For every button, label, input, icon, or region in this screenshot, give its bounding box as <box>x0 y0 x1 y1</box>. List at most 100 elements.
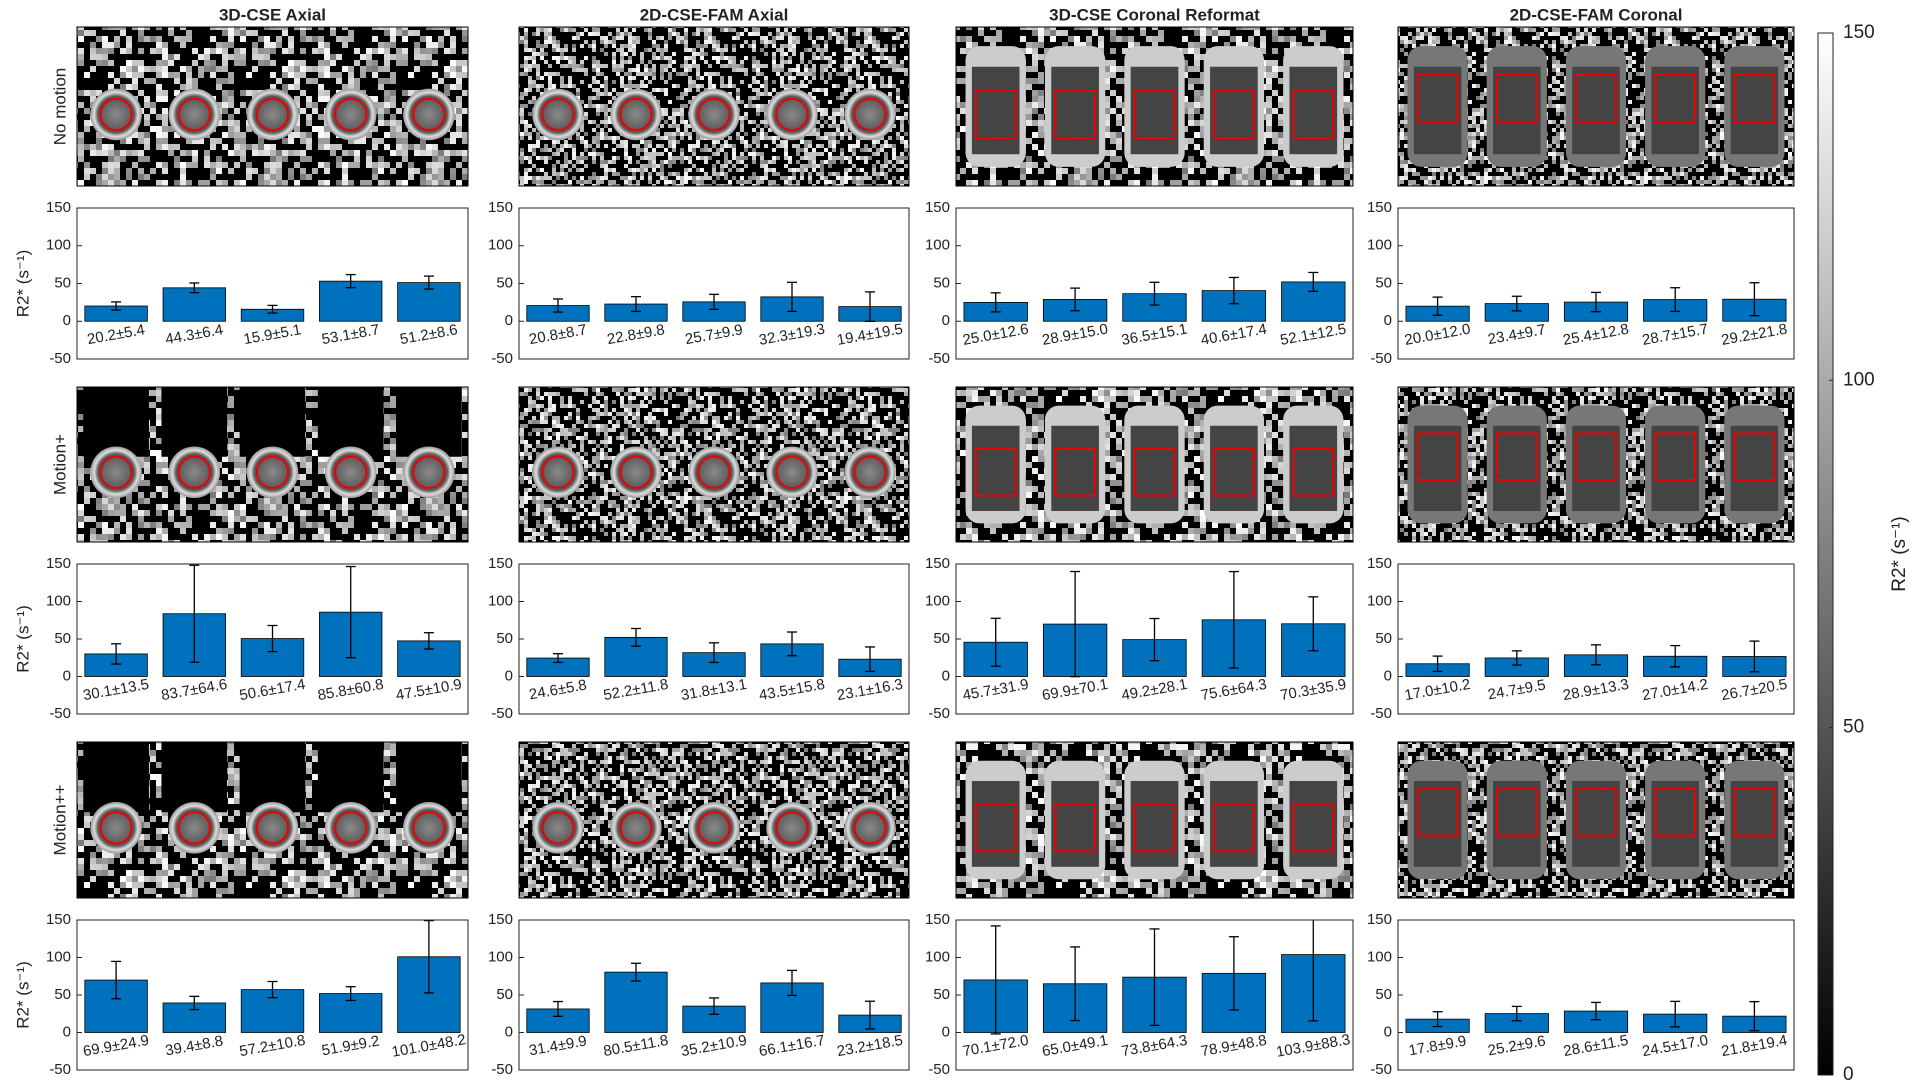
phantom <box>246 801 299 854</box>
y-tick-label: 50 <box>496 630 513 647</box>
phantom <box>246 446 299 499</box>
value-label: 44.3±6.4 <box>164 321 224 348</box>
error-bar <box>1670 644 1681 668</box>
roi <box>541 811 575 845</box>
phantom <box>168 801 221 854</box>
y-tick-label: 100 <box>46 237 71 254</box>
error-bar <box>709 642 719 664</box>
bar <box>604 971 668 1033</box>
roi <box>1292 89 1335 140</box>
image-frame <box>1397 741 1795 899</box>
phantom-core <box>971 66 1020 155</box>
y-tick-label: -50 <box>1370 350 1392 367</box>
error-bar <box>111 960 122 1000</box>
roi <box>177 97 211 132</box>
y-tick-label: -50 <box>49 1061 71 1078</box>
y-tick-label: 100 <box>925 592 950 609</box>
error-bar <box>267 980 278 999</box>
roi <box>412 455 446 489</box>
y-tick-label: 100 <box>925 948 950 965</box>
roi <box>1496 73 1538 124</box>
phantom-column <box>396 742 462 813</box>
colorbar-tick-label: 150 <box>1843 22 1875 43</box>
y-tick-label: -50 <box>49 705 71 722</box>
value-label: 43.5±15.8 <box>758 676 827 704</box>
value-label: 20.2±5.4 <box>86 321 146 348</box>
value-label: 50.6±17.4 <box>238 676 307 704</box>
y-tick-label: 100 <box>488 237 513 254</box>
roi <box>99 97 133 132</box>
y-axis-label: R2* (s⁻¹) <box>13 961 32 1029</box>
value-label: 80.5±11.8 <box>602 1032 669 1060</box>
y-tick-label: 0 <box>1384 1023 1392 1040</box>
y-tick-label: 0 <box>505 667 513 684</box>
image-frame <box>518 741 910 899</box>
y-tick-label: 0 <box>942 312 950 329</box>
roi <box>1575 432 1617 481</box>
value-label: 27.0±14.2 <box>1641 676 1710 704</box>
phantom <box>246 88 299 141</box>
y-tick-label: 150 <box>925 199 950 216</box>
value-label: 70.3±35.9 <box>1279 676 1348 704</box>
phantom-core <box>1493 66 1541 155</box>
y-tick-label: 50 <box>54 986 71 1003</box>
y-tick-label: 150 <box>46 911 71 928</box>
y-tick-label: 100 <box>1367 948 1392 965</box>
image-frame <box>1397 26 1795 187</box>
roi <box>1213 448 1255 497</box>
error-bar <box>1432 1011 1443 1028</box>
value-label: 21.8±19.4 <box>1720 1032 1789 1060</box>
value-label: 78.9±48.8 <box>1200 1032 1269 1060</box>
roi <box>775 811 809 845</box>
roi <box>1654 432 1697 481</box>
error-bar <box>111 301 122 311</box>
phantom <box>688 88 740 141</box>
row-label: Motion+ <box>50 434 69 495</box>
axes-frame <box>955 919 1354 1071</box>
y-tick-label: 150 <box>925 555 950 572</box>
roi <box>1416 432 1459 481</box>
roi <box>541 97 575 132</box>
value-label: 103.9±88.3 <box>1275 1031 1352 1061</box>
roi <box>974 448 1017 497</box>
error-bar <box>1432 655 1443 673</box>
phantom-core <box>1289 425 1338 511</box>
roi <box>1575 73 1617 124</box>
image-frame <box>76 386 469 543</box>
roi <box>974 89 1017 140</box>
phantom-column <box>239 742 306 813</box>
error-bar <box>1149 281 1160 306</box>
roi <box>1733 73 1776 124</box>
error-bar <box>1511 1005 1522 1022</box>
roi <box>412 97 446 132</box>
phantom-core <box>1051 425 1099 511</box>
y-tick-label: 50 <box>496 986 513 1003</box>
error-bar <box>1749 282 1760 317</box>
roi <box>619 455 653 489</box>
roi <box>1496 787 1538 837</box>
y-tick-label: 150 <box>46 199 71 216</box>
phantom <box>844 802 896 854</box>
y-tick-label: -50 <box>49 350 71 367</box>
image-frame <box>1397 386 1795 543</box>
error-bar <box>1228 570 1239 669</box>
value-label: 26.7±20.5 <box>1720 676 1789 704</box>
value-label: 85.8±60.8 <box>316 676 385 704</box>
axes-frame <box>518 207 910 360</box>
error-bar <box>1149 928 1160 1027</box>
roi <box>1575 787 1617 837</box>
phantom <box>610 88 662 141</box>
error-bar <box>787 969 797 997</box>
roi <box>697 455 731 489</box>
roi <box>697 811 731 845</box>
error-bar <box>865 1000 875 1030</box>
roi <box>619 811 653 845</box>
roi <box>1654 787 1697 837</box>
value-label: 25.4±12.8 <box>1562 321 1631 349</box>
error-bar <box>345 273 356 289</box>
axes-frame <box>1397 919 1795 1071</box>
y-tick-label: 150 <box>925 911 950 928</box>
value-label: 31.4±9.9 <box>528 1033 588 1060</box>
y-tick-label: 50 <box>933 630 950 647</box>
